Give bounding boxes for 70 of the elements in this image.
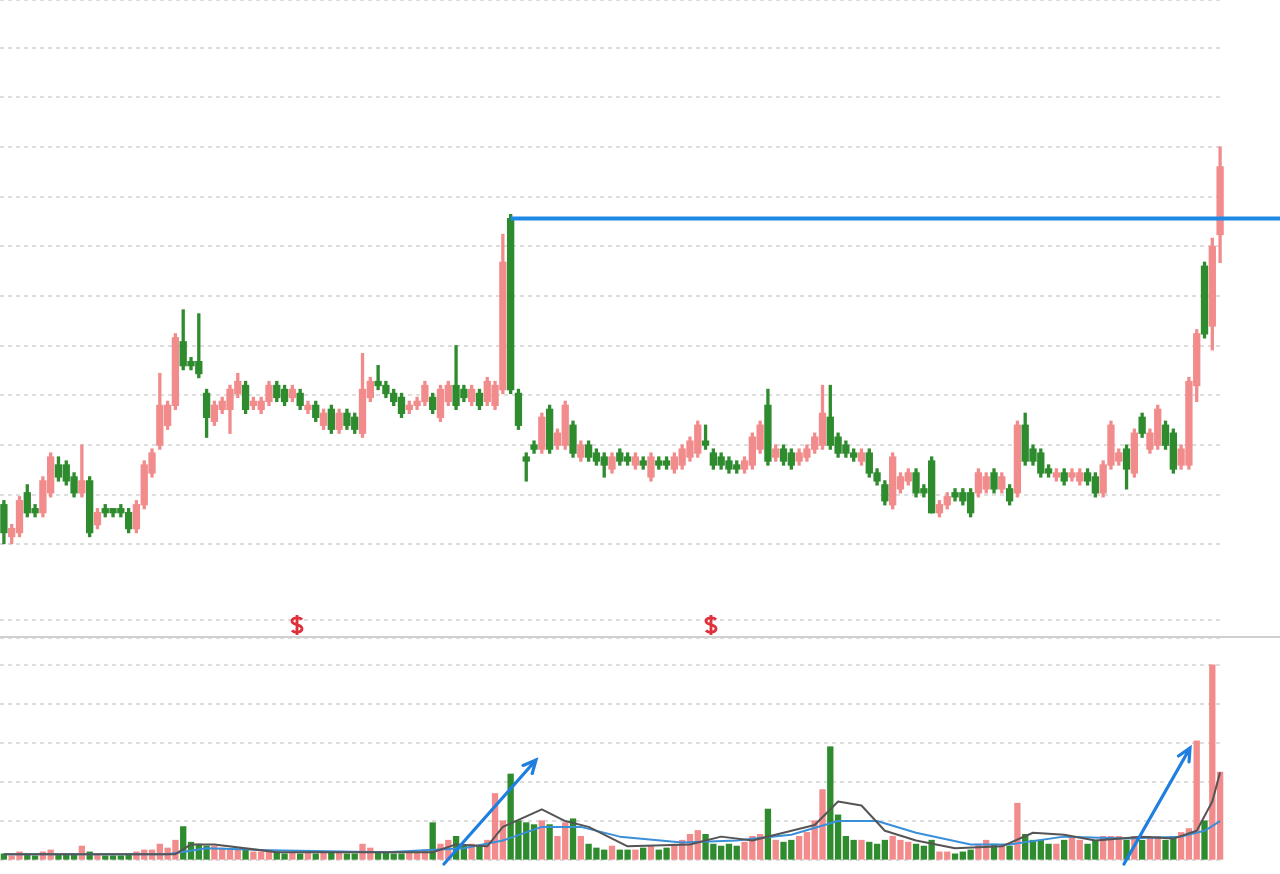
bar	[920, 845, 928, 860]
bar	[944, 851, 951, 860]
bar	[476, 845, 483, 860]
bar	[1092, 839, 1099, 860]
bar	[250, 851, 257, 860]
bar	[967, 849, 974, 860]
bar	[632, 849, 639, 860]
bar	[640, 847, 647, 860]
bar	[593, 847, 600, 860]
bar	[866, 841, 873, 860]
bar	[523, 822, 530, 860]
bar	[897, 839, 904, 860]
bar	[905, 841, 912, 860]
bar	[562, 822, 569, 860]
bar	[398, 853, 405, 860]
bar	[951, 853, 959, 860]
bar	[819, 789, 826, 860]
bar	[741, 841, 748, 860]
bar	[234, 849, 241, 860]
bar	[1045, 843, 1052, 860]
bar	[912, 843, 920, 860]
bar	[850, 839, 857, 860]
bar	[390, 853, 397, 860]
bar	[772, 839, 779, 860]
bar	[827, 746, 834, 860]
bar	[1201, 820, 1208, 860]
bar	[795, 835, 803, 860]
bar	[601, 849, 608, 860]
bar	[881, 839, 889, 860]
bar	[764, 808, 772, 860]
bar	[780, 841, 787, 860]
bar	[296, 853, 304, 860]
bar	[1006, 845, 1013, 860]
bar	[1053, 843, 1060, 860]
bar	[663, 847, 670, 860]
bar	[1084, 843, 1091, 860]
bar	[226, 849, 234, 860]
bar	[858, 839, 865, 860]
bar	[351, 853, 358, 860]
bar	[585, 843, 592, 860]
bar	[936, 851, 943, 860]
bar	[873, 843, 881, 860]
bar	[530, 824, 538, 860]
bar	[616, 849, 623, 860]
bar	[655, 849, 662, 860]
bar	[725, 843, 733, 860]
bar	[624, 849, 631, 860]
bar	[281, 853, 288, 860]
bar	[717, 845, 725, 860]
bar	[998, 845, 1005, 860]
bar	[538, 820, 545, 860]
bar	[889, 835, 896, 860]
bar	[1014, 802, 1021, 860]
bar	[577, 835, 584, 860]
bar	[608, 845, 616, 860]
bar	[1061, 839, 1068, 860]
bar	[1209, 664, 1216, 860]
bar	[788, 839, 795, 860]
bar	[343, 853, 351, 860]
bar	[733, 845, 740, 860]
bar	[546, 824, 553, 860]
bar	[258, 851, 265, 860]
bar	[1162, 839, 1169, 860]
bar	[928, 839, 935, 860]
bar	[1076, 839, 1083, 860]
bar	[312, 853, 319, 860]
bar	[959, 851, 966, 860]
bar	[1037, 839, 1044, 860]
bar	[1138, 839, 1146, 860]
bar	[1193, 740, 1200, 860]
